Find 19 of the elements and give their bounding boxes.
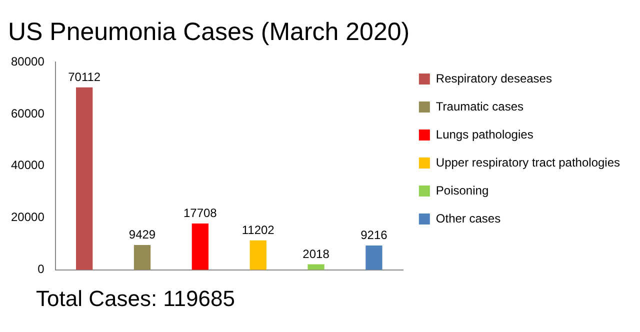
legend-label: Upper respiratory tract pathologies [436,155,620,170]
data-label: 2018 [302,246,330,261]
legend-label: Lungs pathologies [436,127,534,142]
y-tick-label: 20000 [10,210,45,224]
data-label: 70112 [68,70,101,84]
legend-label: Poisoning [436,183,489,198]
y-tick-label: 60000 [10,106,45,120]
data-label: 17708 [183,206,218,220]
data-label: 11202 [242,223,275,238]
data-label: 9429 [128,228,156,242]
data-label: 9216 [360,228,388,242]
legend-label: Other cases [436,211,501,226]
y-tick-label: 0 [38,262,45,276]
text: Total Cases: 119685 [36,286,236,312]
y-tick-label: 40000 [10,158,45,172]
y-tick-label: 80000 [10,54,45,68]
chart-title: US Pneumonia Cases (March 2020) [8,18,410,46]
legend-label: Respiratory deseases [436,71,552,86]
legend-label: Traumatic cases [436,99,524,114]
